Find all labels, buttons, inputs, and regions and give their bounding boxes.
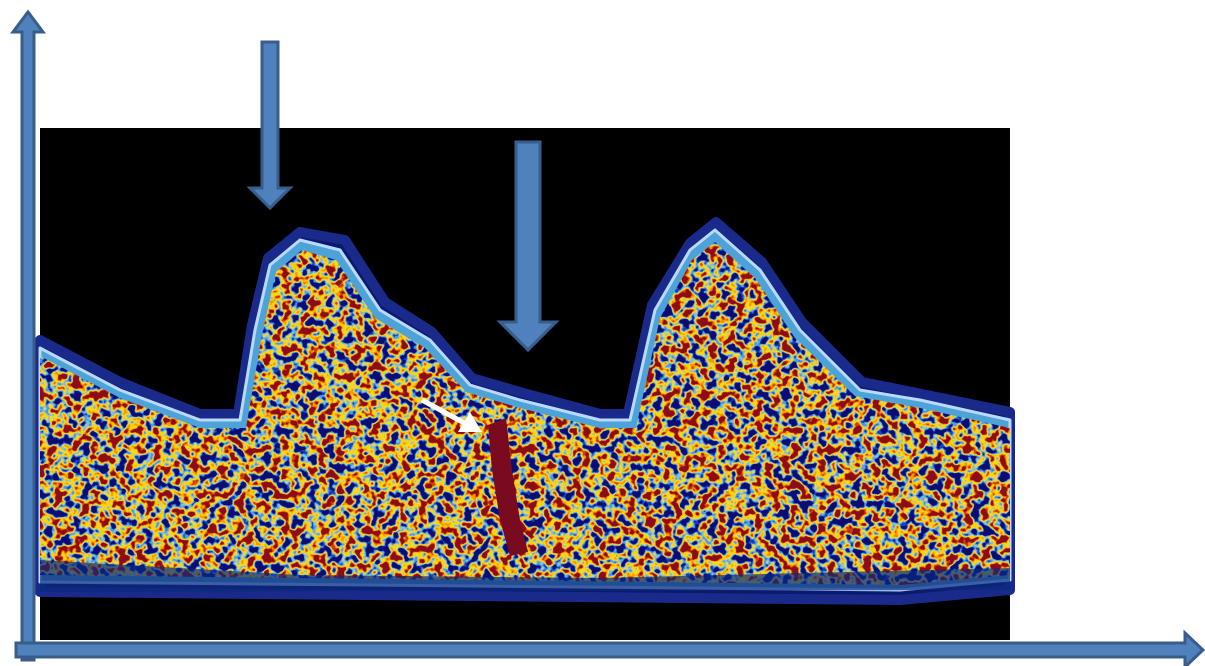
page: {} xyxy=(0,0,1205,666)
doppler-figure xyxy=(0,0,1205,666)
